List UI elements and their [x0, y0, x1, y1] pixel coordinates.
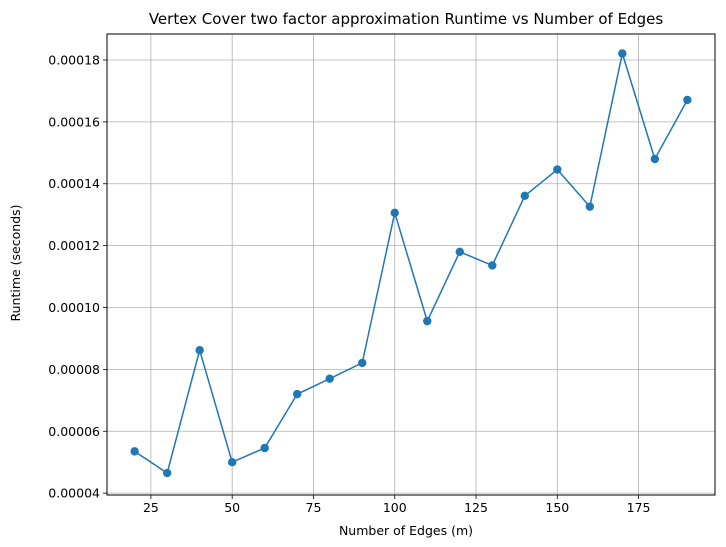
data-point — [683, 95, 692, 105]
series-line — [134, 50, 689, 475]
y-tick-label: 0.00014 — [48, 176, 100, 191]
x-axis-ticks: 25 50 75 100 125 150 175 — [143, 495, 651, 515]
x-tick-label: 75 — [306, 500, 322, 515]
x-tick-label: 100 — [383, 500, 407, 515]
data-point — [293, 389, 302, 399]
data-point — [520, 191, 529, 201]
grid-lines — [107, 34, 715, 495]
data-point — [195, 346, 204, 355]
data-point — [162, 468, 172, 478]
data-point — [358, 358, 367, 368]
y-tick-label: 0.00012 — [48, 238, 100, 253]
x-axis-label: Number of Edges (m) — [339, 523, 473, 538]
data-series — [130, 49, 692, 478]
data-point — [260, 443, 269, 453]
data-point — [455, 247, 464, 257]
x-tick-label: 50 — [224, 500, 240, 515]
y-tick-label: 0.00010 — [48, 300, 100, 315]
y-tick-label: 0.00018 — [48, 52, 100, 67]
data-point — [227, 458, 237, 467]
y-axis-label: Runtime (seconds) — [8, 204, 23, 321]
data-point — [488, 261, 497, 270]
plot-frame — [106, 33, 716, 496]
data-point — [390, 208, 399, 218]
y-tick-label: 0.00006 — [48, 424, 100, 439]
data-point — [618, 49, 627, 58]
y-axis-ticks: 0.00004 0.00006 0.00008 0.00010 0.00012 0.000… — [48, 52, 107, 501]
y-tick-label: 0.00008 — [48, 362, 100, 377]
chart-title: Vertex Cover two factor approximation Ru… — [149, 10, 663, 28]
data-point — [423, 316, 432, 326]
x-tick-label: 150 — [545, 500, 569, 515]
y-tick-label: 0.00016 — [48, 114, 100, 129]
data-point — [130, 447, 139, 456]
x-tick-label: 175 — [627, 500, 651, 515]
y-tick-label: 0.00004 — [48, 486, 100, 501]
data-point — [585, 202, 595, 211]
x-tick-label: 125 — [464, 500, 488, 515]
data-point — [650, 154, 660, 164]
data-point — [325, 374, 334, 383]
x-tick-label: 25 — [143, 500, 159, 515]
data-point — [553, 165, 562, 174]
